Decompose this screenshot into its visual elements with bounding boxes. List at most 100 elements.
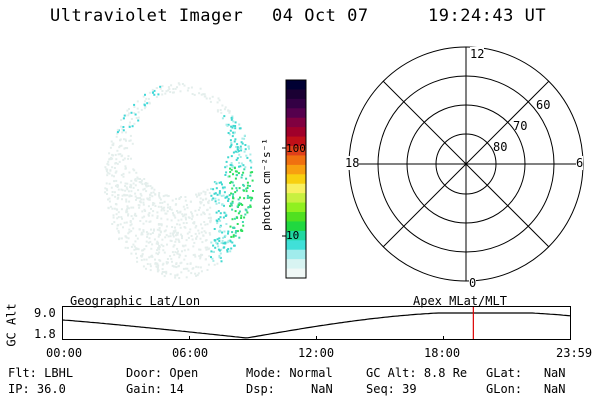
emission-pixel [160, 224, 163, 227]
emission-pixel [223, 230, 226, 233]
emission-pixel [198, 232, 201, 235]
emission-pixel [247, 206, 250, 208]
emission-pixel [252, 190, 254, 192]
emission-pixel [146, 263, 149, 265]
emission-pixel [223, 108, 226, 111]
emission-pixel [194, 255, 197, 258]
emission-pixel [137, 119, 140, 122]
emission-pixel [222, 242, 225, 245]
emission-pixel [229, 240, 232, 243]
emission-pixel [249, 204, 252, 207]
emission-pixel [117, 194, 120, 197]
emission-pixel [214, 200, 217, 203]
emission-pixel [142, 230, 145, 233]
emission-pixel [120, 208, 123, 211]
emission-pixel [180, 233, 183, 236]
emission-pixel [208, 247, 211, 250]
emission-pixel [249, 205, 252, 208]
emission-pixel [197, 209, 200, 211]
emission-pixel [209, 100, 212, 103]
emission-pixel [143, 107, 146, 110]
emission-pixel [170, 208, 173, 211]
emission-pixel [128, 112, 131, 115]
emission-pixel [228, 110, 231, 113]
emission-pixel [158, 196, 161, 199]
emission-pixel [167, 195, 170, 197]
info-mode: Mode: Normal [246, 366, 333, 380]
emission-pixel [135, 247, 138, 250]
emission-pixel [158, 192, 161, 194]
emission-pixel [204, 198, 207, 201]
emission-pixel [166, 218, 169, 221]
emission-pixel [209, 217, 212, 220]
emission-pixel [219, 256, 222, 259]
emission-pixel [224, 215, 227, 217]
emission-pixel [112, 142, 115, 145]
emission-pixel [177, 211, 179, 214]
emission-pixel [140, 194, 143, 197]
emission-pixel [119, 181, 122, 184]
emission-pixel [239, 165, 242, 168]
info-seq: Seq: 39 [366, 382, 417, 396]
emission-pixel [229, 139, 232, 142]
emission-pixel [156, 240, 159, 243]
emission-pixel [139, 201, 142, 204]
emission-pixel [115, 158, 118, 161]
emission-pixel [143, 208, 146, 211]
emission-pixel [219, 109, 222, 111]
emission-pixel [147, 214, 150, 217]
emission-pixel [169, 255, 172, 258]
emission-pixel [120, 125, 122, 128]
colorbar-segment [286, 117, 306, 128]
emission-pixel [239, 145, 242, 148]
emission-pixel [240, 147, 243, 150]
emission-pixel [211, 198, 213, 201]
emission-pixel [185, 239, 188, 242]
emission-pixel [165, 270, 168, 273]
emission-pixel [227, 109, 230, 112]
emission-pixel [191, 93, 194, 95]
emission-pixel [130, 215, 133, 218]
emission-pixel [178, 223, 181, 226]
info-dsp: Dsp: NaN [246, 382, 333, 396]
emission-pixel [181, 83, 184, 85]
emission-pixel [155, 242, 158, 245]
emission-pixel [190, 200, 192, 203]
emission-pixel [165, 261, 168, 264]
emission-pixel [221, 231, 224, 234]
emission-pixel [195, 274, 198, 277]
emission-pixel [144, 105, 147, 108]
emission-pixel [187, 87, 190, 90]
emission-pixel [237, 150, 240, 152]
emission-pixel [212, 197, 215, 200]
emission-pixel [239, 156, 242, 158]
emission-pixel [208, 213, 211, 216]
emission-pixel [146, 235, 149, 238]
emission-pixel [108, 182, 111, 185]
emission-pixel [246, 184, 249, 187]
emission-pixel [165, 234, 168, 237]
emission-pixel [233, 140, 236, 143]
colorbar-segment [286, 230, 306, 241]
emission-pixel [132, 186, 135, 189]
emission-pixel [136, 100, 139, 103]
emission-pixel [227, 123, 230, 126]
emission-pixel [241, 221, 244, 223]
emission-pixel [174, 274, 177, 277]
emission-pixel [246, 197, 249, 199]
emission-pixel [132, 206, 135, 209]
emission-pixel [163, 200, 166, 203]
emission-pixel [177, 264, 180, 267]
emission-pixel [113, 180, 116, 183]
auroral-image [104, 82, 254, 279]
emission-pixel [223, 191, 226, 194]
emission-pixel [163, 209, 166, 212]
emission-pixel [177, 239, 180, 242]
emission-pixel [125, 186, 128, 189]
emission-pixel [172, 213, 175, 216]
emission-pixel [242, 171, 245, 174]
emission-pixel [177, 250, 179, 253]
emission-pixel [170, 240, 173, 242]
emission-pixel [134, 212, 137, 215]
emission-pixel [136, 176, 139, 179]
